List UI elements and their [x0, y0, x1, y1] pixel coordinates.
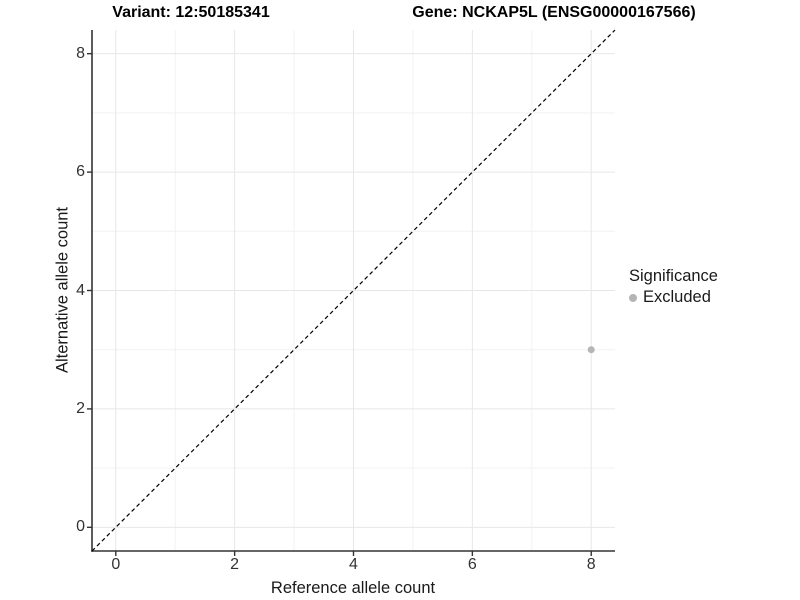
y-tick-label-2: 2 — [76, 399, 85, 417]
legend-item-excluded: Excluded — [629, 288, 718, 307]
legend-title: Significance — [629, 267, 718, 285]
y-tick-label-4: 4 — [76, 281, 85, 299]
variant-title: Variant: 12:50185341 — [112, 4, 270, 21]
x-axis-label: Reference allele count — [270, 579, 436, 597]
y-tick-label-8: 8 — [76, 44, 85, 62]
legend: Significance Excluded — [629, 267, 718, 307]
gene-title: Gene: NCKAP5L (ENSG00000167566) — [412, 4, 696, 21]
y-axis-label: Alternative allele count — [53, 206, 72, 374]
excluded-point-icon — [629, 293, 637, 302]
y-tick-label-0: 0 — [76, 518, 85, 536]
x-tick-label-0: 0 — [111, 556, 121, 573]
data-point-excluded — [587, 346, 595, 354]
x-tick-label-6: 6 — [467, 556, 477, 573]
x-tick-label-4: 4 — [349, 556, 358, 573]
y-tick-label-6: 6 — [76, 163, 85, 181]
legend-item-label: Excluded — [643, 288, 711, 306]
x-tick-label-8: 8 — [586, 556, 596, 573]
x-tick-label-2: 2 — [230, 556, 240, 573]
